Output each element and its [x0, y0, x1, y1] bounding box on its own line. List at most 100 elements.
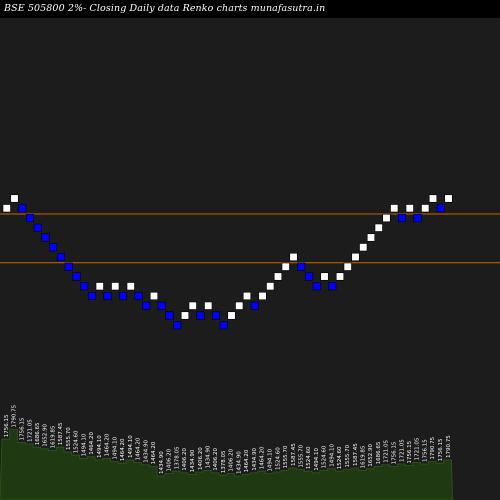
- renko-brick-up: [374, 223, 383, 232]
- price-label: 1756.15: [392, 441, 398, 464]
- price-label: 1464.20: [136, 437, 142, 460]
- renko-brick-down: [134, 291, 143, 301]
- renko-brick-up: [188, 301, 197, 310]
- renko-brick-up: [227, 311, 236, 320]
- price-label: 1464.20: [244, 449, 250, 472]
- price-label: 1464.20: [89, 432, 95, 455]
- renko-brick-down: [304, 272, 314, 281]
- renko-brick-down: [33, 223, 42, 232]
- renko-brick-up: [126, 282, 135, 291]
- price-label: 1524.60: [306, 446, 312, 469]
- renko-brick-down: [219, 321, 228, 330]
- price-label: 1721.05: [415, 437, 421, 460]
- renko-brick-up: [180, 311, 190, 320]
- price-label: 1378.05: [221, 450, 227, 473]
- renko-brick-up: [428, 194, 438, 203]
- price-label: 1464.20: [105, 433, 111, 456]
- renko-brick-up: [235, 301, 244, 310]
- renko-brick-up: [281, 262, 290, 271]
- volume-area: [0, 429, 453, 500]
- price-label: 1406.20: [167, 448, 173, 471]
- chart-title: BSE 505800 2%- Closing Daily data Renko …: [4, 3, 326, 14]
- renko-brick-down: [118, 291, 128, 301]
- price-label: 1464.20: [120, 438, 126, 461]
- renko-brick-up: [266, 282, 275, 291]
- renko-brick-down: [196, 311, 205, 320]
- renko-brick-down: [211, 311, 221, 320]
- price-label: 1756.15: [407, 440, 413, 463]
- price-label: 1686.65: [35, 422, 41, 445]
- price-label: 1434.90: [206, 445, 212, 468]
- renko-brick-down: [80, 282, 89, 291]
- renko-brick-up: [343, 262, 352, 271]
- price-label: 1434.90: [190, 449, 196, 472]
- price-label: 1494.10: [268, 448, 274, 471]
- price-label: 1494.10: [128, 435, 134, 458]
- price-label: 1434.90: [237, 451, 243, 474]
- price-label: 1686.65: [376, 441, 382, 464]
- bricks-group: [2, 194, 453, 330]
- price-label: 1555.70: [283, 445, 289, 468]
- price-label: 1464.20: [260, 446, 266, 469]
- renko-brick-down: [413, 213, 422, 223]
- renko-brick-up: [444, 194, 453, 203]
- renko-brick-up: [359, 243, 368, 252]
- price-label: 1555.70: [66, 427, 72, 450]
- renko-brick-down: [297, 262, 306, 271]
- renko-brick-up: [382, 213, 391, 223]
- renko-brick-up: [258, 291, 267, 301]
- chart-area: [0, 18, 500, 500]
- price-label: 1494.10: [82, 433, 88, 456]
- price-label: 1652.90: [43, 424, 49, 447]
- renko-brick-down: [41, 233, 50, 242]
- renko-brick-down: [87, 291, 97, 301]
- price-label: 1721.05: [384, 440, 390, 463]
- renko-brick-up: [2, 204, 11, 213]
- renko-brick-up: [95, 282, 104, 291]
- price-label: 1406.20: [213, 448, 219, 471]
- price-label: 1756.15: [20, 417, 26, 440]
- renko-brick-up: [366, 233, 376, 242]
- renko-brick-up: [351, 252, 360, 262]
- renko-brick-down: [312, 282, 321, 291]
- renko-brick-down: [397, 213, 407, 223]
- price-label: 1790.75: [12, 404, 18, 427]
- price-label: 1721.05: [399, 439, 405, 462]
- renko-brick-up: [149, 291, 159, 301]
- price-label: 1555.70: [299, 444, 305, 467]
- price-label: 1524.60: [337, 446, 343, 469]
- price-label: 1434.90: [144, 440, 150, 463]
- renko-brick-up: [335, 272, 345, 281]
- renko-brick-up: [405, 204, 414, 213]
- renko-brick-down: [173, 321, 182, 330]
- renko-brick-down: [103, 291, 112, 301]
- renko-brick-up: [10, 194, 19, 203]
- price-label: 1756.15: [4, 414, 10, 437]
- renko-brick-up: [273, 272, 283, 281]
- price-label: 1406.20: [182, 448, 188, 471]
- price-label: 1721.05: [27, 419, 33, 442]
- price-label: 1494.10: [113, 436, 119, 459]
- renko-brick-up: [289, 252, 298, 262]
- renko-brick-up: [204, 301, 213, 310]
- renko-brick-up: [320, 272, 329, 281]
- renko-brick-down: [157, 301, 166, 310]
- price-label: 1619.85: [51, 425, 57, 448]
- price-label: 1524.60: [74, 430, 80, 453]
- price-label: 1494.10: [97, 435, 103, 458]
- price-label: 1494.10: [330, 444, 336, 467]
- price-label: 1434.90: [159, 451, 165, 474]
- renko-brick-up: [242, 291, 252, 301]
- renko-brick-up: [390, 204, 399, 213]
- price-label: 1587.45: [353, 443, 359, 466]
- volume-area-group: [0, 429, 453, 500]
- price-label: 1587.45: [58, 422, 64, 445]
- price-label: 1406.20: [198, 447, 204, 470]
- price-label: 1756.15: [423, 439, 429, 462]
- price-label: 1652.90: [368, 444, 374, 467]
- renko-brick-down: [64, 262, 73, 271]
- renko-brick-down: [165, 311, 174, 320]
- renko-brick-up: [111, 282, 120, 291]
